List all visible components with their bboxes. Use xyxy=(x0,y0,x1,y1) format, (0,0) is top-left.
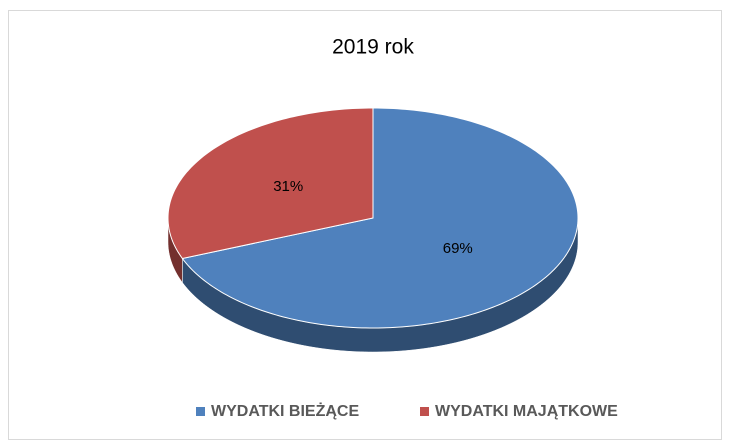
legend-swatch xyxy=(420,407,429,416)
legend-label: WYDATKI BIEŻĄCE xyxy=(211,402,359,420)
data-label: 69% xyxy=(443,240,473,257)
legend-swatch xyxy=(196,407,205,416)
data-label: 31% xyxy=(273,178,303,195)
slice xyxy=(181,107,579,329)
slice xyxy=(167,107,374,260)
legend-label: WYDATKI MAJĄTKOWE xyxy=(435,403,618,420)
chart-title: 2019 rok xyxy=(332,36,414,59)
